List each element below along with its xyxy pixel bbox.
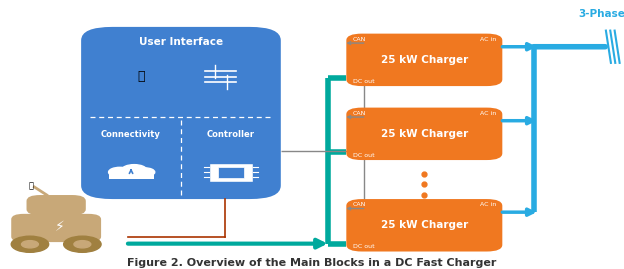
FancyBboxPatch shape <box>218 167 244 178</box>
Circle shape <box>21 240 38 248</box>
FancyBboxPatch shape <box>346 108 502 160</box>
FancyBboxPatch shape <box>81 27 281 199</box>
Text: 25 kW Charger: 25 kW Charger <box>381 220 468 230</box>
FancyBboxPatch shape <box>11 214 101 242</box>
Text: AC in: AC in <box>480 111 496 116</box>
Text: DC out: DC out <box>353 79 374 84</box>
Circle shape <box>74 240 91 248</box>
FancyBboxPatch shape <box>346 199 502 252</box>
Text: AC in: AC in <box>480 203 496 207</box>
Text: 25 kW Charger: 25 kW Charger <box>381 55 468 65</box>
Text: AC in: AC in <box>480 37 496 42</box>
FancyBboxPatch shape <box>26 195 86 215</box>
Circle shape <box>109 167 131 177</box>
Text: 25 kW Charger: 25 kW Charger <box>381 129 468 139</box>
Circle shape <box>11 236 49 252</box>
Circle shape <box>135 168 155 176</box>
Circle shape <box>64 236 101 252</box>
Text: User Interface: User Interface <box>139 37 223 47</box>
Text: DC out: DC out <box>353 153 374 158</box>
Text: Controller: Controller <box>207 130 255 139</box>
FancyBboxPatch shape <box>109 172 154 179</box>
Text: Figure 2. Overview of the Main Blocks in a DC Fast Charger: Figure 2. Overview of the Main Blocks in… <box>127 258 497 268</box>
FancyBboxPatch shape <box>209 163 253 182</box>
Text: ⚡: ⚡ <box>54 220 64 234</box>
Text: Connectivity: Connectivity <box>101 130 161 139</box>
Text: 🖥: 🖥 <box>137 70 145 83</box>
Circle shape <box>122 165 147 175</box>
Text: DC out: DC out <box>353 244 374 249</box>
FancyBboxPatch shape <box>346 34 502 86</box>
Text: CAN: CAN <box>353 37 366 42</box>
Text: CAN: CAN <box>353 111 366 116</box>
Text: 🔌: 🔌 <box>29 181 34 190</box>
Text: 3-Phase: 3-Phase <box>578 9 624 19</box>
Text: CAN: CAN <box>353 203 366 207</box>
